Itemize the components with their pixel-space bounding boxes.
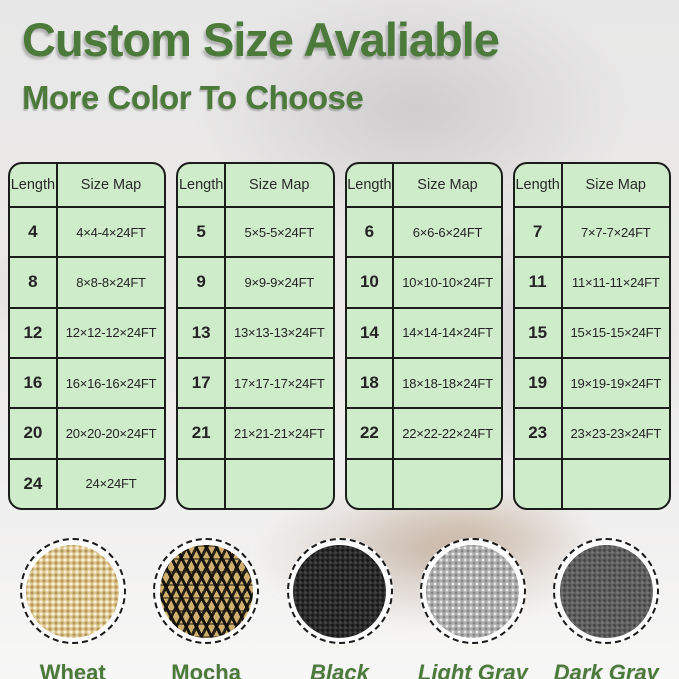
size-table-1: Length Size Map 4 4×4-4×24FT 8 8×8-8×24FT 12 12…	[8, 162, 167, 510]
sizemap-cell	[394, 457, 501, 508]
sizemap-cell: 14×14-14×24FT	[394, 306, 501, 357]
sizemap-cell: 6×6-6×24FT	[394, 206, 501, 256]
length-cell: 6	[346, 206, 395, 257]
column-header-sizemap: Size Map	[80, 177, 142, 193]
fabric-texture-black	[293, 544, 387, 638]
column-header-length: Length	[347, 164, 395, 206]
length-cell: 11	[514, 256, 563, 307]
swatch-circle-mocha	[153, 538, 260, 644]
length-cell: 17	[178, 356, 227, 408]
length-cell: 15	[514, 306, 563, 357]
color-swatches: Wheat Mocha Black Light Gray Dark Gray	[0, 538, 679, 679]
sizemap-cell	[562, 457, 669, 508]
size-table-4: Length Size Map 7 7×7-7×24FT 11 11×11-11×24FT…	[512, 162, 671, 510]
sizemap-cell: 21×21-21×24FT	[226, 407, 333, 457]
length-cell: 14	[346, 306, 395, 357]
sizemap-cell: 18×18-18×24FT	[394, 356, 501, 407]
sizemap-cell: 19×19-19×24FT	[562, 356, 669, 407]
swatch-mocha: Mocha	[139, 538, 272, 679]
sizemap-cell: 10×10-10×24FT	[394, 256, 501, 306]
column-header-length: Length	[178, 164, 227, 206]
sizemap-cell: 20×20-20×24FT	[57, 407, 165, 457]
page-subtitle: More Color To Choose	[22, 78, 364, 116]
swatch-dark-gray: Dark Gray	[540, 538, 673, 679]
fabric-texture-light-gray	[426, 544, 520, 638]
size-table-2: Length Size Map 5 5×5-5×24FT 9 9×9-9×24FT 13 13…	[176, 162, 335, 510]
sizemap-cell: 11×11-11×24FT	[562, 256, 669, 306]
swatch-label-wheat: Wheat	[39, 660, 106, 679]
length-cell	[178, 457, 227, 508]
length-cell: 4	[10, 206, 58, 257]
sizemap-cell: 9×9-9×24FT	[226, 256, 333, 306]
length-cell: 16	[10, 356, 58, 408]
sizemap-cell: 22×22-22×24FT	[394, 407, 501, 457]
length-cell: 23	[514, 407, 563, 458]
sizemap-cell	[226, 457, 333, 508]
sizemap-cell: 7×7-7×24FT	[562, 206, 669, 256]
fabric-texture-wheat	[26, 544, 120, 638]
fabric-texture-mocha	[159, 544, 253, 638]
length-cell	[346, 457, 395, 508]
swatch-wheat: Wheat	[6, 538, 139, 679]
swatch-circle-dark-gray	[553, 538, 660, 644]
length-cell: 18	[346, 356, 395, 408]
length-cell: 20	[10, 407, 58, 458]
length-cell: 22	[346, 407, 395, 458]
length-cell: 21	[178, 407, 227, 458]
column-header-sizemap: Size Map	[249, 177, 310, 193]
size-tables: Length Size Map 4 4×4-4×24FT 8 8×8-8×24FT 12 12…	[8, 162, 671, 510]
column-header-sizemap: Size Map	[585, 177, 646, 193]
length-cell: 10	[346, 256, 395, 307]
sizemap-cell: 8×8-8×24FT	[57, 256, 165, 306]
sizemap-cell: 24×24FT	[57, 457, 165, 508]
sizemap-cell: 23×23-23×24FT	[562, 407, 669, 457]
swatch-black: Black	[273, 538, 406, 679]
swatch-label-light-gray: Light Gray	[417, 660, 528, 679]
sizemap-cell: 12×12-12×24FT	[57, 306, 165, 357]
swatch-label-dark-gray: Dark Gray	[553, 660, 659, 679]
length-cell	[514, 457, 563, 508]
length-cell: 19	[514, 356, 563, 408]
swatch-circle-black	[286, 538, 393, 644]
swatch-circle-light-gray	[419, 538, 526, 644]
fabric-texture-dark-gray	[559, 544, 653, 638]
sizemap-cell: 17×17-17×24FT	[226, 356, 333, 407]
swatch-label-black: Black	[310, 660, 369, 679]
length-cell: 12	[10, 306, 58, 357]
sizemap-cell: 13×13-13×24FT	[226, 306, 333, 357]
column-header-length: Length	[515, 164, 563, 206]
swatch-label-mocha: Mocha	[171, 660, 241, 679]
sizemap-cell: 5×5-5×24FT	[226, 206, 333, 256]
length-cell: 7	[514, 206, 563, 257]
length-cell: 13	[178, 306, 227, 357]
length-cell: 24	[10, 457, 58, 508]
sizemap-cell: 4×4-4×24FT	[57, 206, 165, 256]
size-table-3: Length Size Map 6 6×6-6×24FT 10 10×10-10×24FT…	[344, 162, 503, 510]
column-header-sizemap: Size Map	[417, 177, 478, 193]
length-cell: 5	[178, 206, 227, 257]
length-cell: 8	[10, 256, 58, 307]
swatch-light-gray: Light Gray	[406, 538, 539, 679]
page-title: Custom Size Avaliable	[22, 13, 500, 66]
column-header-length: Length	[10, 164, 58, 206]
sizemap-cell: 15×15-15×24FT	[562, 306, 669, 357]
swatch-circle-wheat	[19, 538, 126, 644]
length-cell: 9	[178, 256, 227, 307]
sizemap-cell: 16×16-16×24FT	[57, 356, 165, 407]
